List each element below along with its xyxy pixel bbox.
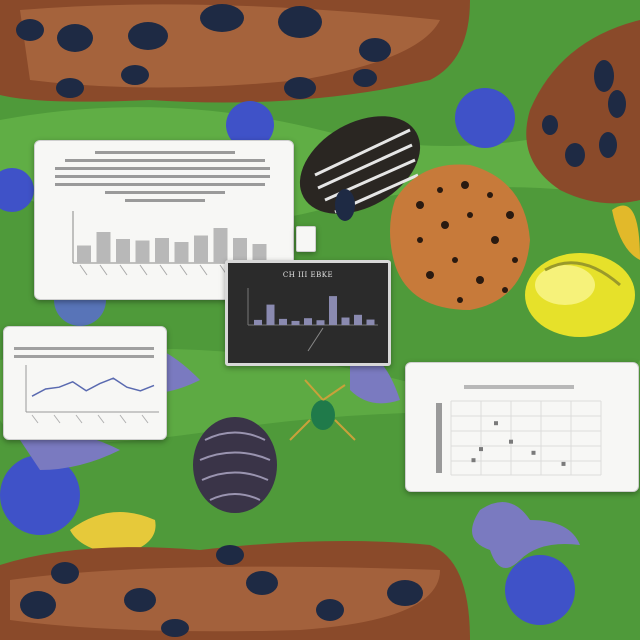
yellow-leaf-left [70, 512, 156, 555]
bar-mark [96, 232, 111, 263]
scribble-text-lines [55, 151, 270, 202]
scribble-tick-labels [79, 264, 248, 276]
urchin-ball [193, 417, 277, 513]
blue-blossoms [0, 88, 575, 625]
line-series [31, 377, 155, 397]
bar-mark [194, 235, 208, 263]
bar-mark [77, 245, 91, 263]
scatter-point [561, 461, 566, 466]
line-chart-graphic [14, 347, 159, 424]
dark-chart-title: CH III EBKE [282, 271, 334, 279]
spotted-shell-top [0, 0, 470, 103]
grid-lines [450, 400, 602, 476]
bar-mark [155, 238, 169, 263]
bar-mark [174, 242, 189, 263]
dark-bar-mark [341, 317, 350, 325]
scatter-point [479, 447, 483, 452]
bar-mark [135, 240, 150, 263]
dark-bar-mark [254, 319, 262, 325]
scatter-point [531, 450, 536, 455]
bar-mark [213, 228, 228, 263]
yellow-leaf-right [612, 205, 640, 260]
dark-bar-mark [291, 320, 300, 325]
striped-pillbug [299, 116, 421, 221]
bar-mark [233, 238, 247, 263]
bar-mark [116, 239, 130, 263]
green-beetle [289, 379, 356, 441]
dark-bar-mark [354, 314, 362, 325]
spotted-beetle [390, 164, 530, 310]
spotted-shell-right [526, 20, 640, 204]
dark-chart-graphic [247, 288, 378, 352]
dark-bar-mark [304, 318, 312, 325]
scatter-point [509, 439, 513, 444]
bar-chart-graphic [55, 151, 273, 276]
dark-bar-mark [266, 304, 275, 325]
dark-bar-mark [329, 296, 337, 325]
scatter-chart-card [405, 362, 639, 492]
bar-mark [252, 244, 267, 263]
spotted-shell-bottom [0, 541, 470, 640]
scatter-point [494, 421, 498, 426]
dark-bar-mark [279, 318, 287, 325]
bar-chart-card [34, 140, 294, 300]
line-chart-card [3, 326, 167, 440]
scatter-chart-graphic [436, 385, 602, 476]
bookmark-tab [296, 226, 316, 252]
scatter-point [471, 458, 476, 463]
dark-bar-mark [316, 320, 325, 325]
dark-bar-mark [366, 319, 375, 325]
dark-chart-card: CH III EBKE [225, 260, 391, 366]
yellow-pod [525, 253, 635, 337]
